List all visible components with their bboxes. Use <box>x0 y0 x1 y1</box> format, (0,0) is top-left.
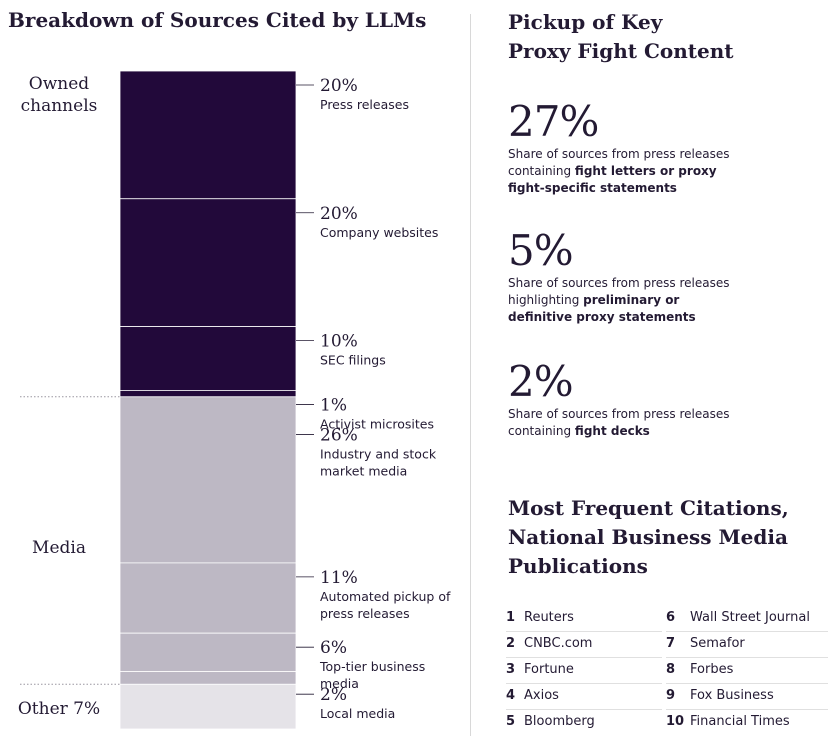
citation-item: 6 Wall Street Journal <box>666 605 828 632</box>
pickup-stat-value: 27% <box>508 97 599 146</box>
data-label-local-media: 2% <box>320 685 347 705</box>
pickup-stat-value: 5% <box>508 226 574 275</box>
bar-segment-activist-microsites <box>119 390 297 398</box>
citation-rank: 9 <box>666 688 676 703</box>
category-label-industry-and-stock-market-media: market media <box>320 463 407 478</box>
citation-name: Axios <box>524 688 559 703</box>
data-label-press-releases: 20% <box>320 76 358 96</box>
category-label-sec-filings: SEC filings <box>320 353 386 368</box>
bar-segment-sec-filings <box>119 326 297 391</box>
category-label-activist-microsites: Activist microsites <box>320 416 434 431</box>
pickup-title: Pickup of Key Proxy Fight Content <box>508 8 734 66</box>
citation-rank: 7 <box>666 636 676 651</box>
category-label-press-releases: Press releases <box>320 97 409 112</box>
citation-name: CNBC.com <box>524 636 593 651</box>
bar-segment-local-media <box>119 671 297 685</box>
citation-rank: 8 <box>666 662 676 677</box>
citation-rank: 1 <box>506 610 516 625</box>
pickup-stat-3: 2% Share of sources from press releases c… <box>508 358 808 440</box>
citation-rank: 6 <box>666 610 676 625</box>
citation-rank: 3 <box>506 662 516 677</box>
citation-name: Wall Street Journal <box>690 610 810 625</box>
citation-item: 9 Fox Business <box>666 683 828 710</box>
pickup-title-line2: Proxy Fight Content <box>508 39 734 63</box>
category-label-industry-and-stock-market-media: Industry and stock <box>320 446 437 461</box>
citation-item: 5 Bloomberg <box>506 709 662 735</box>
citation-name: Forbes <box>690 662 734 677</box>
citation-item: 7 Semafor <box>666 631 828 658</box>
category-label-automated-pickup-of-press-releases: Automated pickup of <box>320 589 451 604</box>
pickup-title-line1: Pickup of Key <box>508 10 663 34</box>
data-label-automated-pickup-of-press-releases: 11% <box>320 568 358 588</box>
citations-title-line1: Most Frequent Citations, <box>508 496 789 520</box>
citation-rank: 5 <box>506 714 516 729</box>
citation-name: Financial Times <box>690 714 790 729</box>
citation-item: 3 Fortune <box>506 657 662 684</box>
citation-name: Bloomberg <box>524 714 595 729</box>
citation-rank: 2 <box>506 636 516 651</box>
data-label-industry-and-stock-market-media: 26% <box>320 425 358 445</box>
citation-item: 1 Reuters <box>506 605 662 632</box>
citation-item: 4 Axios <box>506 683 662 710</box>
chart-title: Breakdown of Sources Cited by LLMs <box>8 8 427 32</box>
column-divider <box>470 14 471 736</box>
citations-title-line3: Publications <box>508 554 648 578</box>
data-label-activist-microsites: 1% <box>320 395 347 415</box>
data-label-sec-filings: 10% <box>320 332 358 352</box>
bar-segment-press-releases <box>119 70 297 200</box>
citation-item: 8 Forbes <box>666 657 828 684</box>
category-label-top-tier-business-media: media <box>320 676 359 691</box>
citation-item: 2 CNBC.com <box>506 631 662 658</box>
group-label-other: Other 7% <box>17 698 101 719</box>
citations-title-line2: National Business Media <box>508 525 788 549</box>
bar-segment-company-websites <box>119 198 297 327</box>
data-label-company-websites: 20% <box>320 204 358 224</box>
pickup-stat-1: 27% Share of sources from press releases … <box>508 98 808 197</box>
citation-name: Semafor <box>690 636 745 651</box>
category-label-company-websites: Company websites <box>320 225 438 240</box>
citation-rank: 10 <box>666 714 685 729</box>
pickup-stat-description: Share of sources from press releases con… <box>508 147 730 195</box>
pickup-stat-2: 5% Share of sources from press releases h… <box>508 227 808 326</box>
citation-name: Reuters <box>524 610 574 625</box>
category-label-automated-pickup-of-press-releases: press releases <box>320 606 410 621</box>
pickup-stat-value: 2% <box>508 357 574 406</box>
pickup-stat-description: Share of sources from press releases hig… <box>508 276 730 324</box>
group-label-media: Media <box>32 537 86 558</box>
bar-segment-automated-pickup-of-press-releases <box>119 562 297 634</box>
pickup-stat-description: Share of sources from press releases con… <box>508 407 730 438</box>
bar-segment-other <box>119 683 297 730</box>
citation-name: Fortune <box>524 662 574 677</box>
group-label-owned-channels: Owned channels <box>20 74 98 116</box>
data-label-top-tier-business-media: 6% <box>320 638 347 658</box>
bar-segment-industry-and-stock-market-media <box>119 396 297 564</box>
citation-item: 10 Financial Times <box>666 709 828 735</box>
bar-segment-top-tier-business-media <box>119 632 297 672</box>
citations-title: Most Frequent Citations, National Busine… <box>508 494 789 581</box>
citation-rank: 4 <box>506 688 516 703</box>
category-label-local-media: Local media <box>320 706 395 721</box>
category-label-top-tier-business-media: Top-tier business <box>319 659 425 674</box>
citation-name: Fox Business <box>690 688 774 703</box>
